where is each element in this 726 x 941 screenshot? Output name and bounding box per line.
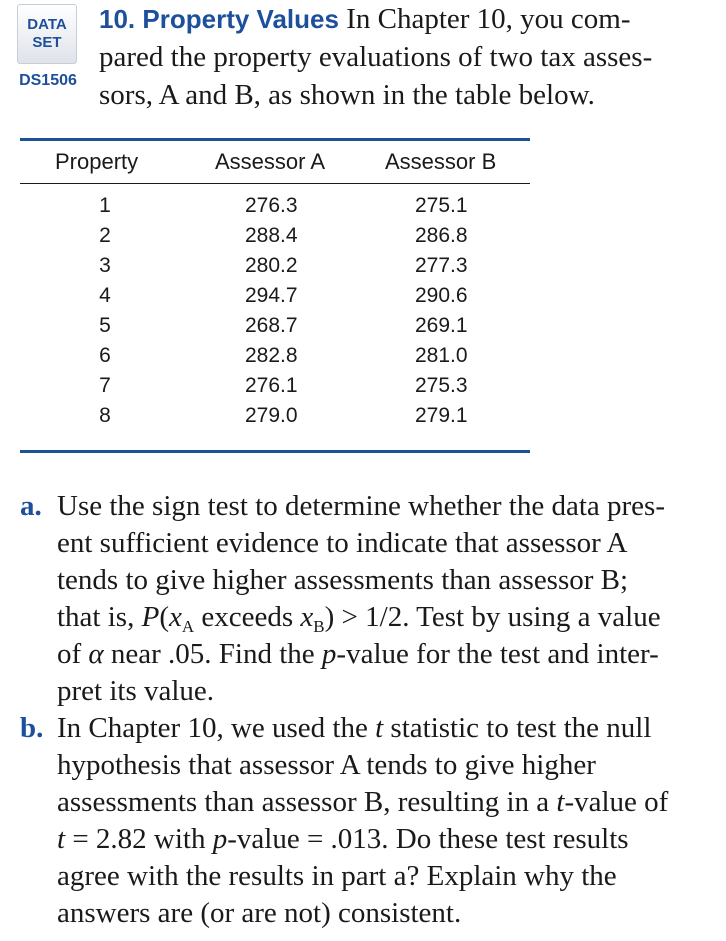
cell-property: 3 (99, 254, 111, 277)
part-a-line-3: tends to give higher assessments than as… (57, 564, 629, 596)
cell-assessor-b: 275.1 (415, 194, 468, 217)
table-row: 4 294.7 290.6 (20, 284, 530, 314)
variable-x: x (300, 601, 314, 633)
part-b-line-6: answers are (or are not) consistent. (57, 897, 462, 929)
subscript-b: B (313, 617, 325, 636)
cell-assessor-b: 279.1 (415, 404, 468, 427)
variable-x: x (168, 601, 182, 633)
part-a-line-4: that is, P(xA exceeds xB) > 1/2. Test by… (57, 599, 720, 636)
cell-assessor-b: 275.3 (415, 374, 468, 397)
text-fragment: -value = .013. Do these test results (227, 823, 629, 855)
part-a-line-5: of α near .05. Find the p-value for the … (57, 636, 720, 673)
cell-property: 8 (99, 404, 111, 427)
table-row: 1 276.3 275.1 (20, 194, 530, 224)
cell-property: 2 (99, 224, 111, 247)
variable-p: p (321, 638, 337, 670)
data-set-badge: DATA SET (17, 4, 77, 64)
table-row: 6 282.8 281.0 (20, 344, 530, 374)
cell-assessor-b: 290.6 (415, 284, 468, 307)
exercise-number: 10. (99, 4, 136, 34)
cell-assessor-a: 268.7 (245, 314, 298, 337)
table-row: 5 268.7 269.1 (20, 314, 530, 344)
table-top-rule (20, 138, 530, 141)
text-fragment: that is, (57, 601, 142, 633)
table-row: 7 276.1 275.3 (20, 374, 530, 404)
cell-assessor-a: 276.3 (245, 194, 298, 217)
text-fragment: near .05. Find the (103, 638, 322, 670)
heading-line-1: 10. Property Values In Chapter 10, you c… (99, 0, 719, 38)
variable-t: t (57, 823, 66, 855)
cell-assessor-a: 288.4 (245, 224, 298, 247)
cell-assessor-a: 279.0 (245, 404, 298, 427)
cell-assessor-b: 277.3 (415, 254, 468, 277)
text-fragment: = 2.82 with (65, 823, 213, 855)
badge-line-1: DATA (27, 16, 67, 33)
text-fragment: ( (159, 601, 169, 633)
exercise-title: Property Values (142, 4, 339, 34)
part-b-line-1: In Chapter 10, we used the t statistic t… (57, 710, 720, 747)
cell-property: 1 (99, 194, 111, 217)
part-b: b. In Chapter 10, we used the t statisti… (20, 710, 720, 932)
table-row: 8 279.0 279.1 (20, 404, 530, 434)
cell-assessor-b: 281.0 (415, 344, 468, 367)
header-assessor-a: Assessor A (215, 149, 326, 174)
variable-t: t (375, 712, 384, 744)
part-b-label: b. (20, 712, 44, 744)
text-fragment: statistic to test the null (383, 712, 652, 744)
variable-t: t (556, 786, 565, 818)
part-a-label: a. (20, 490, 42, 522)
intro-line-2: pared the property evaluations of two ta… (99, 41, 653, 73)
part-a-line-2: ent sufficient evidence to indicate that… (57, 527, 628, 559)
table-header-rule (20, 183, 530, 184)
part-a-line-6: pret its value. (57, 675, 215, 707)
text-fragment: -value for the test and inter- (336, 638, 659, 670)
cell-assessor-a: 294.7 (245, 284, 298, 307)
text-fragment: of (57, 638, 89, 670)
cell-assessor-b: 269.1 (415, 314, 468, 337)
cell-assessor-a: 276.1 (245, 374, 298, 397)
data-set-id: DS1506 (19, 72, 77, 89)
variable-p: p (212, 823, 228, 855)
cell-assessor-a: 280.2 (245, 254, 298, 277)
text-fragment: assessments than assessor B, resulting i… (57, 786, 557, 818)
header-assessor-b: Assessor B (385, 149, 497, 174)
part-b-line-2: hypothesis that assessor A tends to give… (57, 749, 596, 781)
table-row: 2 288.4 286.8 (20, 224, 530, 254)
text-fragment: In Chapter 10, we used the (57, 712, 376, 744)
alpha-symbol: α (88, 638, 104, 670)
exercise-heading: 10. Property Values In Chapter 10, you c… (99, 0, 719, 114)
cell-property: 7 (99, 374, 111, 397)
table-bottom-rule (20, 450, 530, 453)
header-property: Property (55, 149, 139, 174)
part-a-line-1: Use the sign test to determine whether t… (57, 490, 665, 522)
part-b-line-5: agree with the results in part a? Explai… (57, 860, 617, 892)
part-b-line-4: t = 2.82 with p-value = .013. Do these t… (57, 821, 720, 858)
cell-assessor-b: 286.8 (415, 224, 468, 247)
table-row: 3 280.2 277.3 (20, 254, 530, 284)
part-b-line-3: assessments than assessor B, resulting i… (57, 784, 720, 821)
part-a: a. Use the sign test to determine whethe… (20, 488, 720, 710)
cell-property: 6 (99, 344, 111, 367)
table-body: 1 276.3 275.1 2 288.4 286.8 3 280.2 277.3 4 294… (20, 194, 530, 434)
text-fragment: ) > 1/2. Test by using a value (324, 601, 661, 633)
text-fragment: -value of (564, 786, 669, 818)
subscript-a: A (181, 617, 195, 636)
cell-assessor-a: 282.8 (245, 344, 298, 367)
prob-symbol: P (141, 601, 160, 633)
cell-property: 5 (99, 314, 111, 337)
intro-line-1: In Chapter 10, you com- (346, 3, 631, 35)
badge-line-2: SET (32, 34, 62, 51)
cell-property: 4 (99, 284, 111, 307)
exercise-parts: a. Use the sign test to determine whethe… (20, 488, 720, 932)
intro-line-3: sors, A and B, as shown in the table bel… (99, 79, 595, 111)
text-fragment: exceeds (194, 601, 301, 633)
